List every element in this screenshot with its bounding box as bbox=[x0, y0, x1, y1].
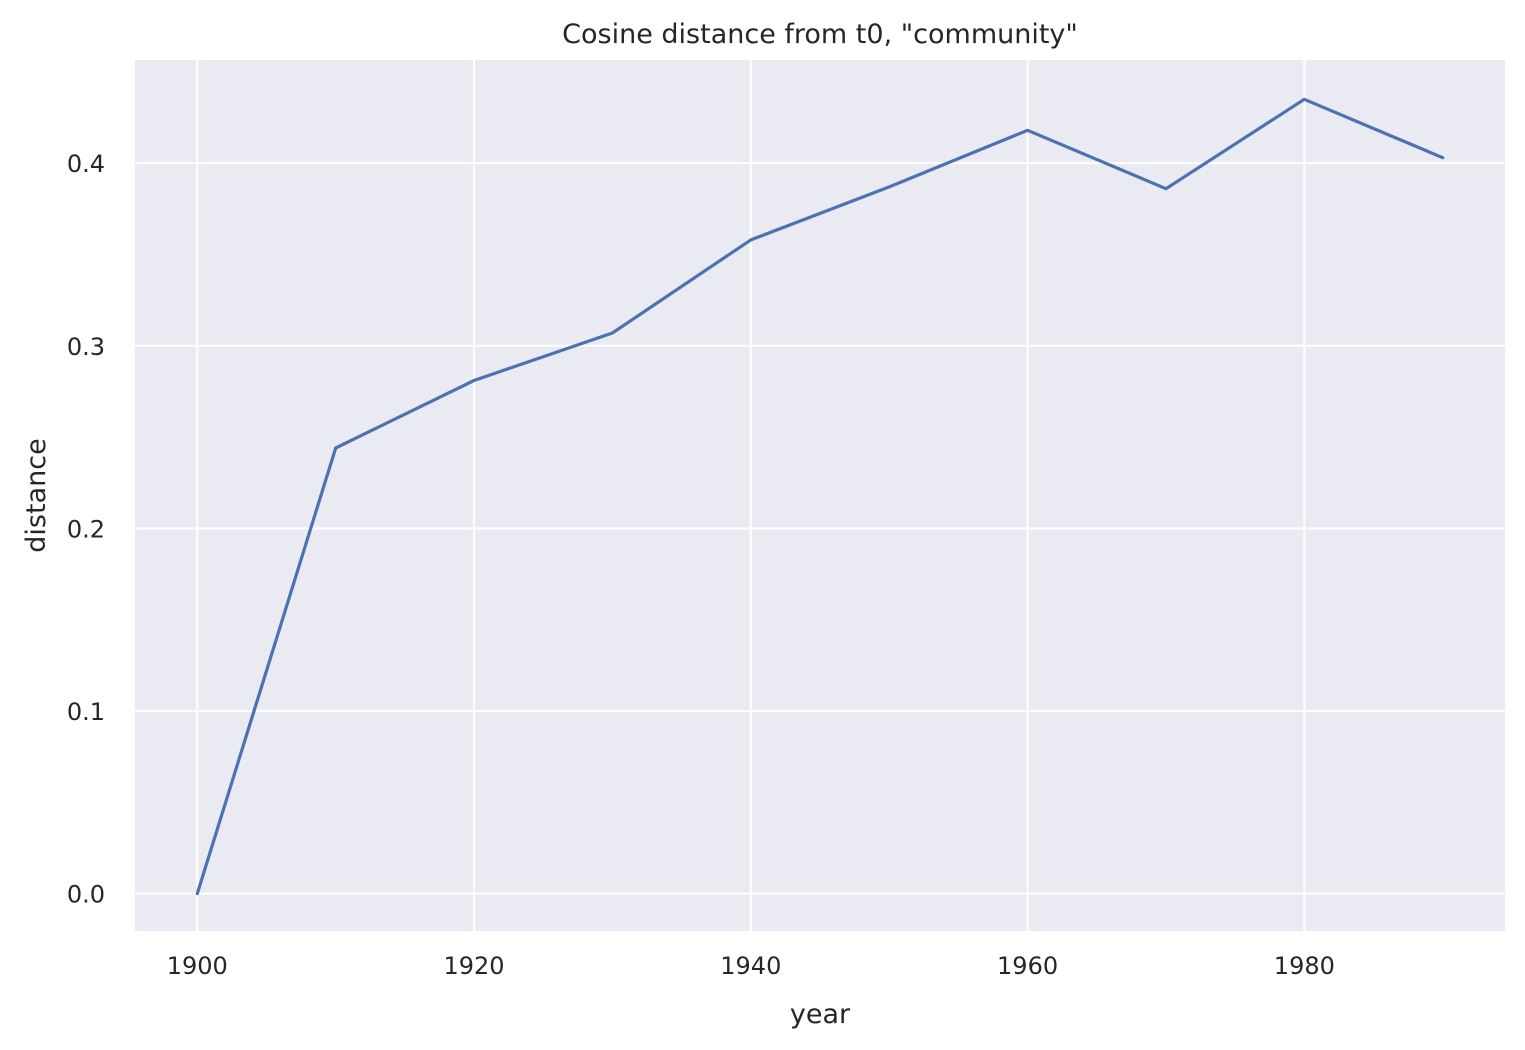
grid-lines bbox=[135, 60, 1505, 931]
y-axis-ticks: 0.0 0.1 0.2 0.3 0.4 bbox=[67, 150, 105, 908]
x-axis-label: year bbox=[790, 999, 851, 1030]
x-tick-label: 1980 bbox=[1274, 952, 1335, 980]
plot-area bbox=[135, 60, 1505, 931]
series-line bbox=[195, 97, 1445, 896]
y-tick-label: 0.1 bbox=[67, 698, 105, 726]
y-tick-label: 0.4 bbox=[67, 150, 105, 178]
x-tick-label: 1920 bbox=[444, 952, 505, 980]
x-axis-ticks: 1900 1920 1940 1960 1980 bbox=[167, 952, 1335, 980]
y-tick-label: 0.3 bbox=[67, 333, 105, 361]
series-group bbox=[195, 97, 1445, 896]
x-tick-label: 1960 bbox=[997, 952, 1058, 980]
y-tick-label: 0.0 bbox=[67, 881, 105, 909]
chart-title: Cosine distance from t0, "community" bbox=[562, 19, 1078, 50]
x-tick-label: 1940 bbox=[720, 952, 781, 980]
y-tick-label: 0.2 bbox=[67, 515, 105, 543]
y-axis-label: distance bbox=[21, 438, 52, 552]
x-tick-label: 1900 bbox=[167, 952, 228, 980]
